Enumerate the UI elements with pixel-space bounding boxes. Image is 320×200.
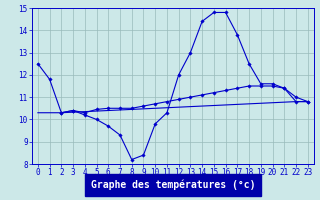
X-axis label: Graphe des températures (°c): Graphe des températures (°c)	[91, 180, 255, 190]
